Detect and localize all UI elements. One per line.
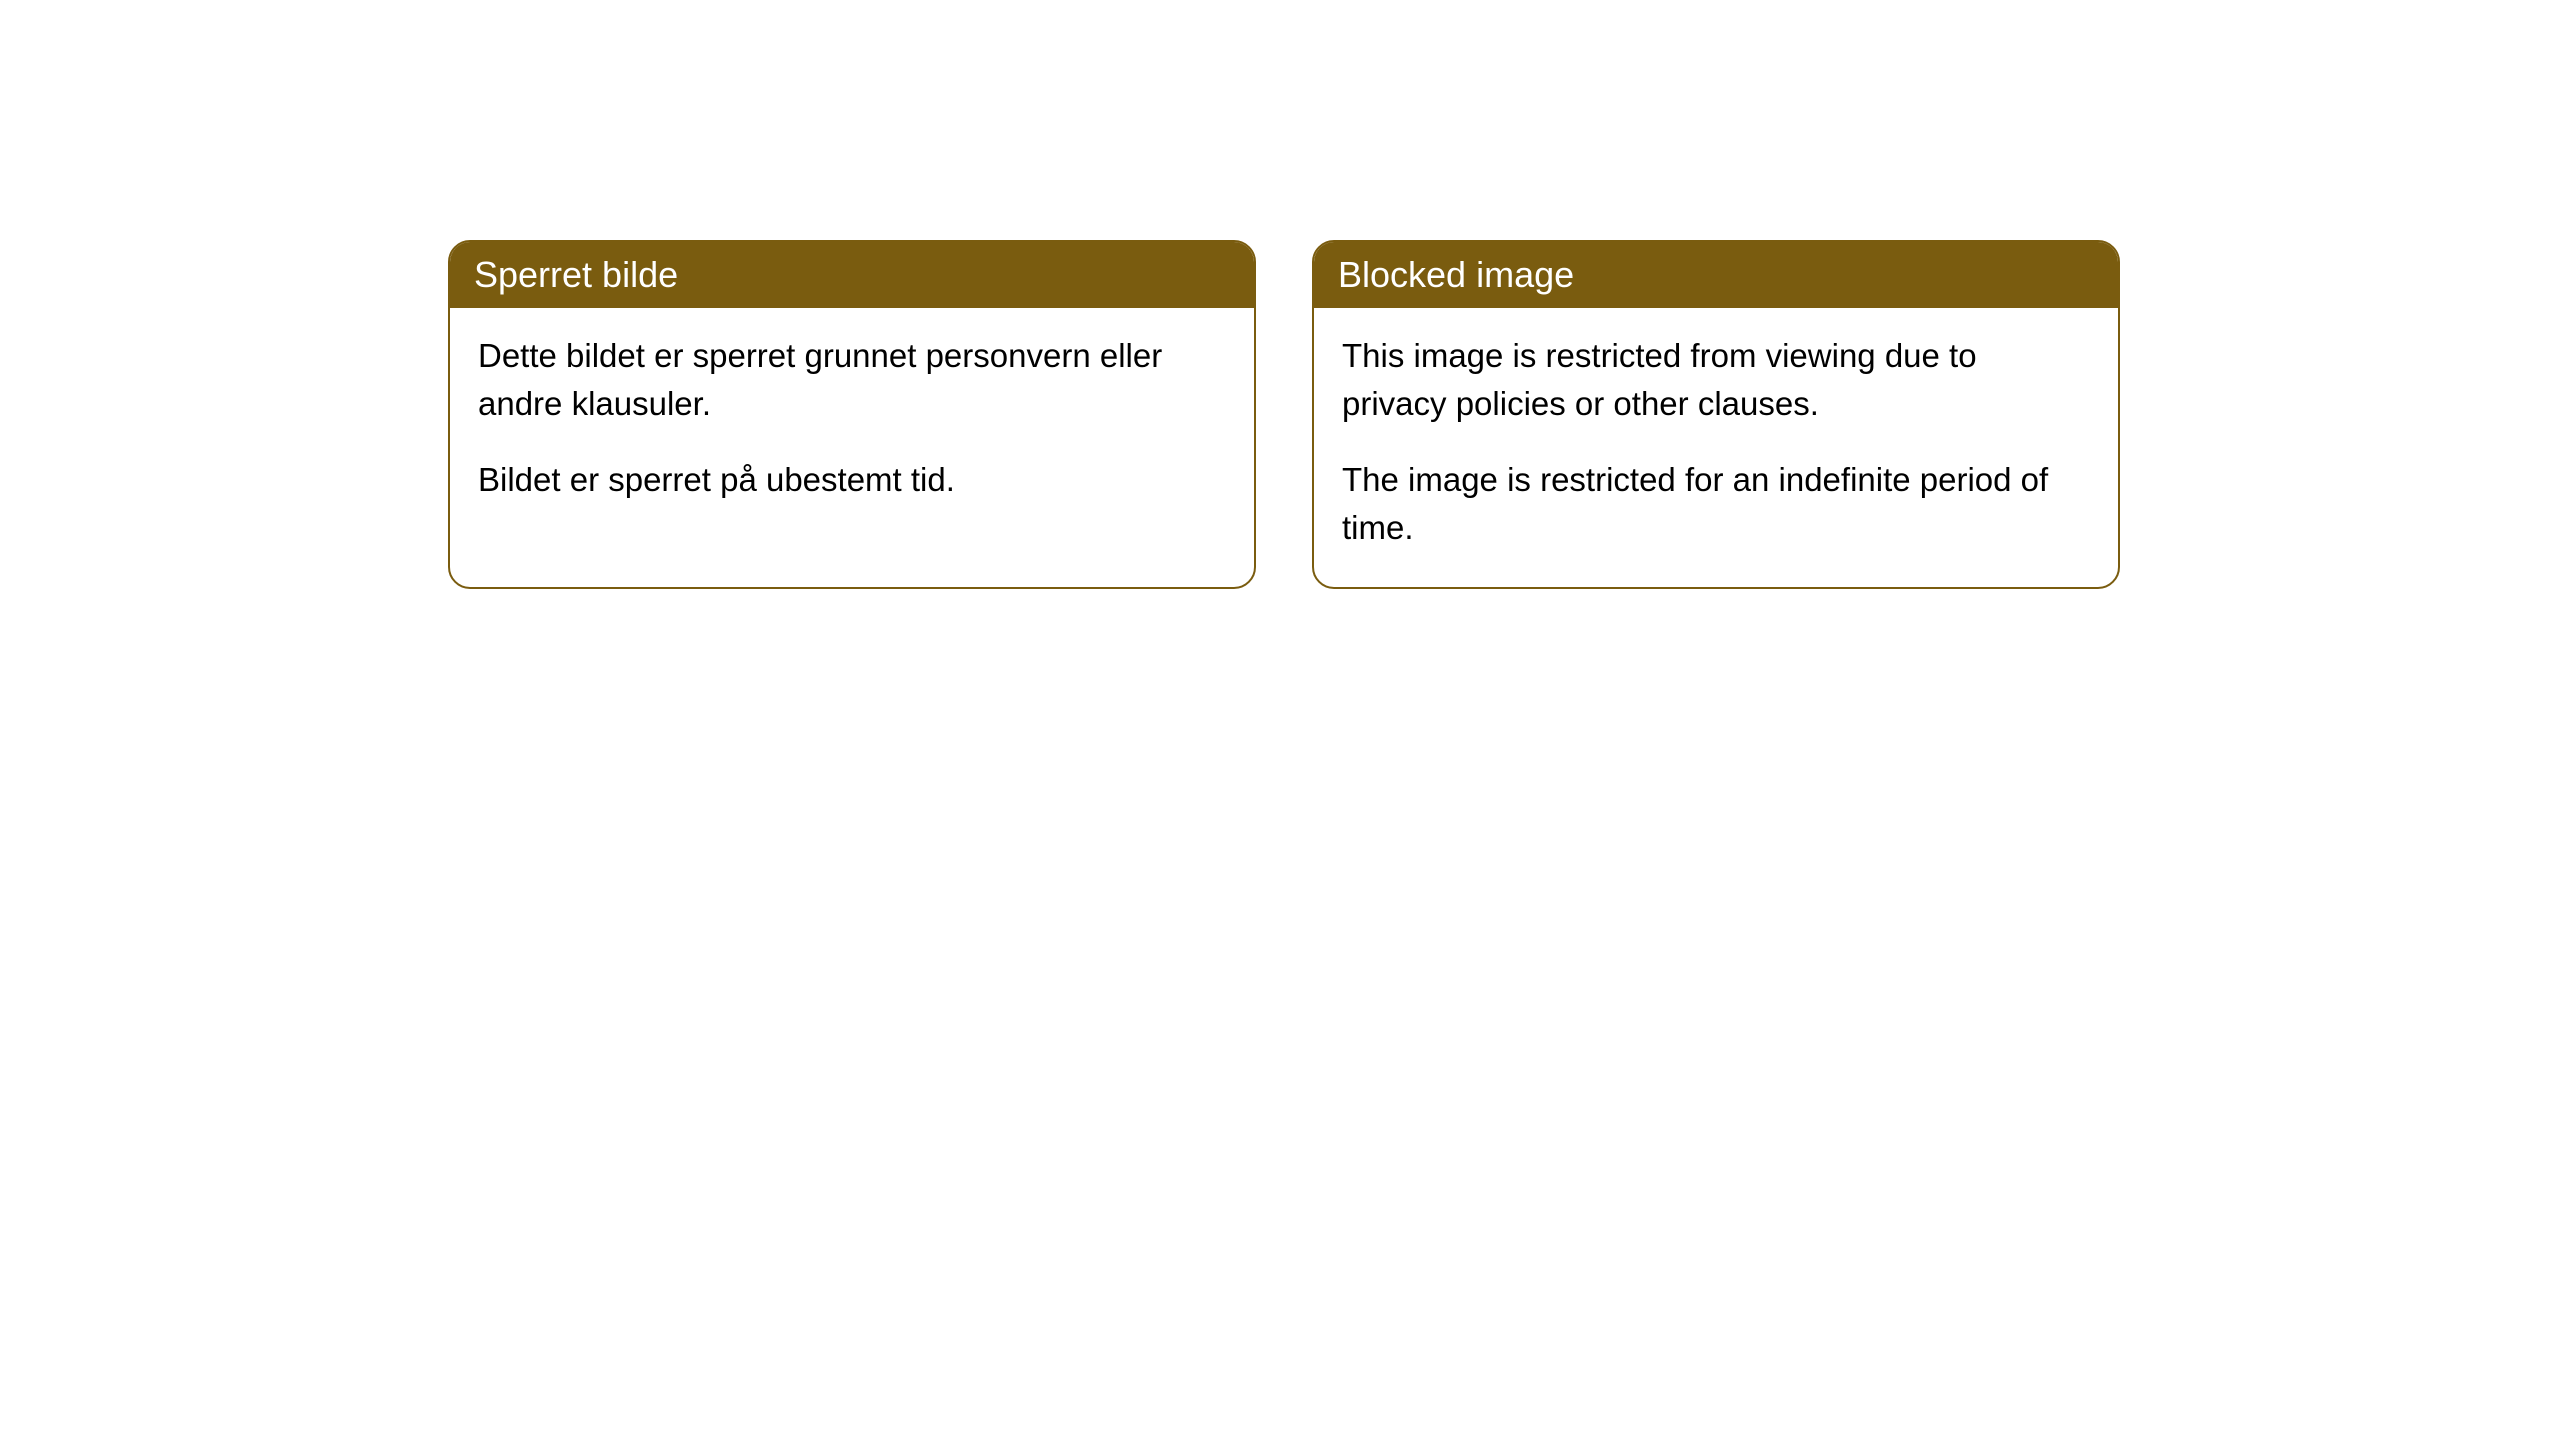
card-body: Dette bildet er sperret grunnet personve… <box>450 308 1254 540</box>
card-paragraph: The image is restricted for an indefinit… <box>1342 456 2090 552</box>
card-paragraph: Bildet er sperret på ubestemt tid. <box>478 456 1226 504</box>
card-title: Blocked image <box>1338 254 1574 295</box>
card-paragraph: Dette bildet er sperret grunnet personve… <box>478 332 1226 428</box>
card-body: This image is restricted from viewing du… <box>1314 308 2118 587</box>
notice-container: Sperret bilde Dette bildet er sperret gr… <box>0 0 2560 589</box>
blocked-image-card-english: Blocked image This image is restricted f… <box>1312 240 2120 589</box>
card-title: Sperret bilde <box>474 254 678 295</box>
card-paragraph: This image is restricted from viewing du… <box>1342 332 2090 428</box>
card-header: Blocked image <box>1314 242 2118 308</box>
blocked-image-card-norwegian: Sperret bilde Dette bildet er sperret gr… <box>448 240 1256 589</box>
card-header: Sperret bilde <box>450 242 1254 308</box>
